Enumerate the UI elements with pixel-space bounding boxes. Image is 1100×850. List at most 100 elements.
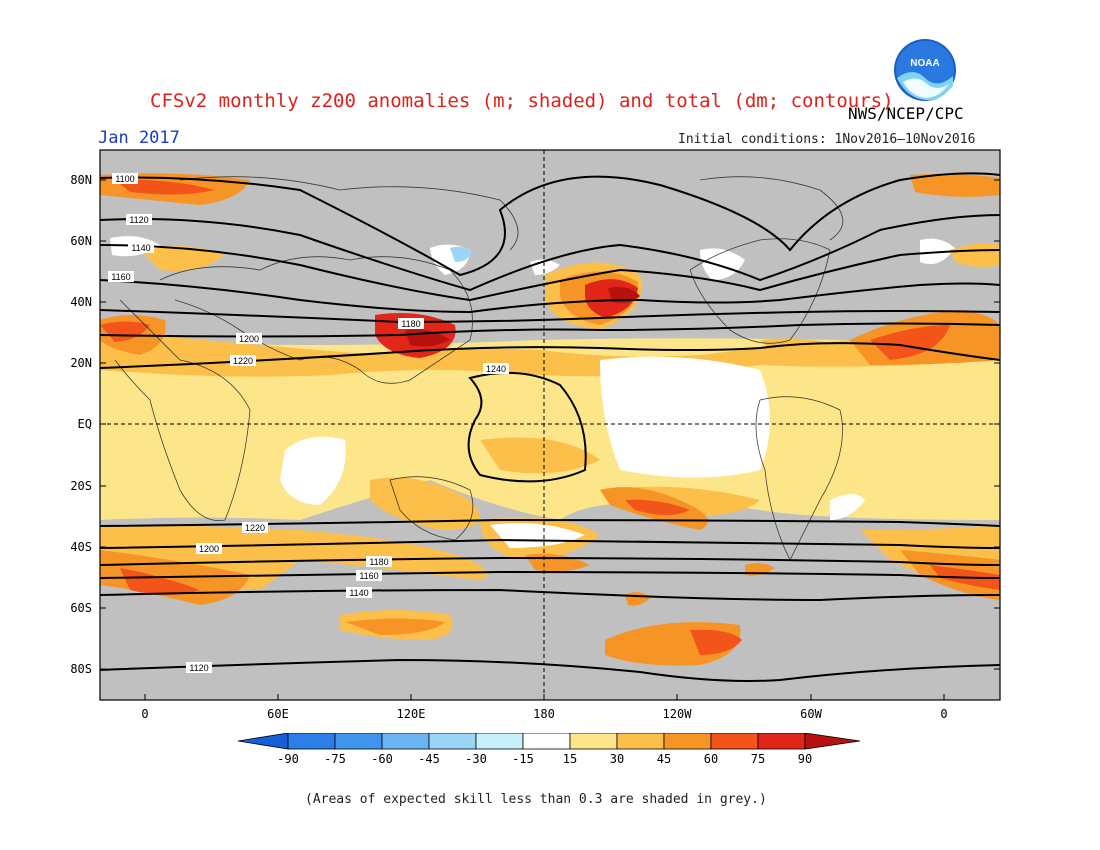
contour-label-1140: 1140 [128, 242, 154, 253]
skill-footnote: (Areas of expected skill less than 0.3 a… [305, 792, 767, 807]
lat-label-40s: 40S [70, 540, 92, 554]
colorbar-swatch-10 [710, 733, 759, 750]
lon-label-120w: 120W [662, 707, 692, 721]
contour-label-1140-s: 1140 [346, 587, 372, 598]
svg-text:1220: 1220 [245, 523, 265, 533]
colorbar-arrow-right [804, 733, 861, 750]
colorbar-swatch-6 [522, 733, 571, 750]
tropical-moderate-band [100, 330, 1000, 377]
lat-label-20s: 20S [70, 479, 92, 493]
colorbar-label: 30 [609, 752, 625, 766]
lon-label-180: 180 [533, 707, 555, 721]
forecast-month: Jan 2017 [98, 128, 180, 148]
agency-label: NWS/NCEP/CPC [848, 104, 964, 123]
contour-1240 [467, 371, 587, 483]
svg-text:1100: 1100 [115, 174, 134, 184]
colorbar-label: 15 [562, 752, 578, 766]
noaa-logo-icon: NOAA [894, 39, 956, 101]
contour-label-1220: 1220 [230, 355, 256, 366]
colorbar-label: 60 [703, 752, 719, 766]
colorbar-label: 45 [656, 752, 672, 766]
continent-outlines [114, 176, 844, 561]
contour-label-1120-s: 1120 [186, 662, 212, 673]
contour-labels: 1100 1120 1140 1160 1180 1200 1220 1240 … [108, 173, 509, 673]
contour-1200-s [100, 538, 1000, 549]
svg-text:1220: 1220 [233, 356, 253, 366]
contour-label-1100: 1100 [112, 173, 138, 184]
svg-text:1180: 1180 [369, 557, 388, 567]
colorbar-swatch-2 [334, 733, 383, 750]
lat-label-80s: 80S [70, 662, 92, 676]
contour-1220 [100, 342, 1000, 369]
svg-text:1200: 1200 [239, 334, 259, 344]
contour-label-1220-s: 1220 [242, 522, 268, 533]
contour-1180-s [100, 556, 1000, 566]
height-contours [100, 172, 1000, 682]
contour-label-1160-s: 1160 [356, 570, 382, 581]
contour-1120-s [100, 658, 1000, 682]
contour-label-1180-s: 1180 [366, 556, 392, 567]
lat-label-eq: EQ [77, 417, 92, 431]
lon-label-60w: 60W [800, 707, 822, 721]
svg-text:1120: 1120 [189, 663, 208, 673]
colorbar-swatch-1 [287, 733, 336, 750]
svg-text:1160: 1160 [359, 571, 378, 581]
contour-label-1240: 1240 [483, 363, 509, 374]
colorbar-swatch-5 [475, 733, 524, 750]
lat-label-80n: 80N [70, 173, 92, 187]
colorbar-label: -30 [465, 752, 487, 766]
colorbar-label: -90 [277, 752, 299, 766]
colorbar-label: -60 [371, 752, 393, 766]
near-zero-patch-indian [280, 436, 346, 505]
colorbar-swatch-4 [428, 733, 477, 750]
contour-label-1180: 1180 [398, 318, 424, 329]
colorbar-swatch-8 [616, 733, 665, 750]
lon-label-0-east: 0 [940, 707, 948, 721]
lon-label-0: 0 [141, 707, 149, 721]
contour-1120 [100, 214, 1000, 292]
map-title: CFSv2 monthly z200 anomalies (m; shaded)… [150, 90, 894, 112]
noaa-logo-text: NOAA [910, 58, 939, 69]
lat-label-20n: 20N [70, 356, 92, 370]
contour-label-1200: 1200 [236, 333, 262, 344]
svg-text:1240: 1240 [486, 364, 506, 374]
lon-label-120e: 120E [396, 707, 426, 721]
contour-label-1200-s: 1200 [196, 543, 222, 554]
near-zero-patch-pacific [600, 356, 770, 478]
contour-1180 [100, 309, 1000, 324]
colorbar-swatch-9 [663, 733, 712, 750]
contour-1160 [100, 279, 1000, 314]
contour-1200 [100, 322, 1000, 338]
contour-1100 [100, 172, 1000, 277]
contour-1160-s [100, 570, 1000, 579]
colorbar-swatch-7 [569, 733, 618, 750]
lat-label-40n: 40N [70, 295, 92, 309]
colorbar-arrow-left [238, 733, 289, 750]
colorbar-swatch-3 [381, 733, 430, 750]
initial-conditions: Initial conditions: 1Nov2016–10Nov2016 [678, 132, 976, 147]
contour-1220-s [100, 518, 1000, 527]
contour-label-1160: 1160 [108, 271, 134, 282]
contour-1140-s [100, 588, 1000, 602]
axis-ticks [100, 179, 1000, 700]
svg-text:1120: 1120 [129, 215, 148, 225]
svg-text:1180: 1180 [401, 319, 420, 329]
svg-text:1140: 1140 [131, 243, 150, 253]
colorbar [238, 733, 861, 750]
colorbar-label: 75 [750, 752, 766, 766]
map-frame [99, 149, 1001, 701]
svg-text:1160: 1160 [111, 272, 130, 282]
colorbar-label: -75 [324, 752, 346, 766]
contour-label-1120: 1120 [126, 214, 152, 225]
colorbar-swatch-11 [757, 733, 806, 750]
svg-text:1200: 1200 [199, 544, 219, 554]
colorbar-label: -15 [512, 752, 534, 766]
svg-text:1140: 1140 [349, 588, 368, 598]
lon-label-60e: 60E [267, 707, 289, 721]
lat-label-60n: 60N [70, 234, 92, 248]
contour-1140 [100, 244, 1000, 302]
colorbar-label: -45 [418, 752, 440, 766]
colorbar-label: 90 [797, 752, 813, 766]
lat-label-60s: 60S [70, 601, 92, 615]
